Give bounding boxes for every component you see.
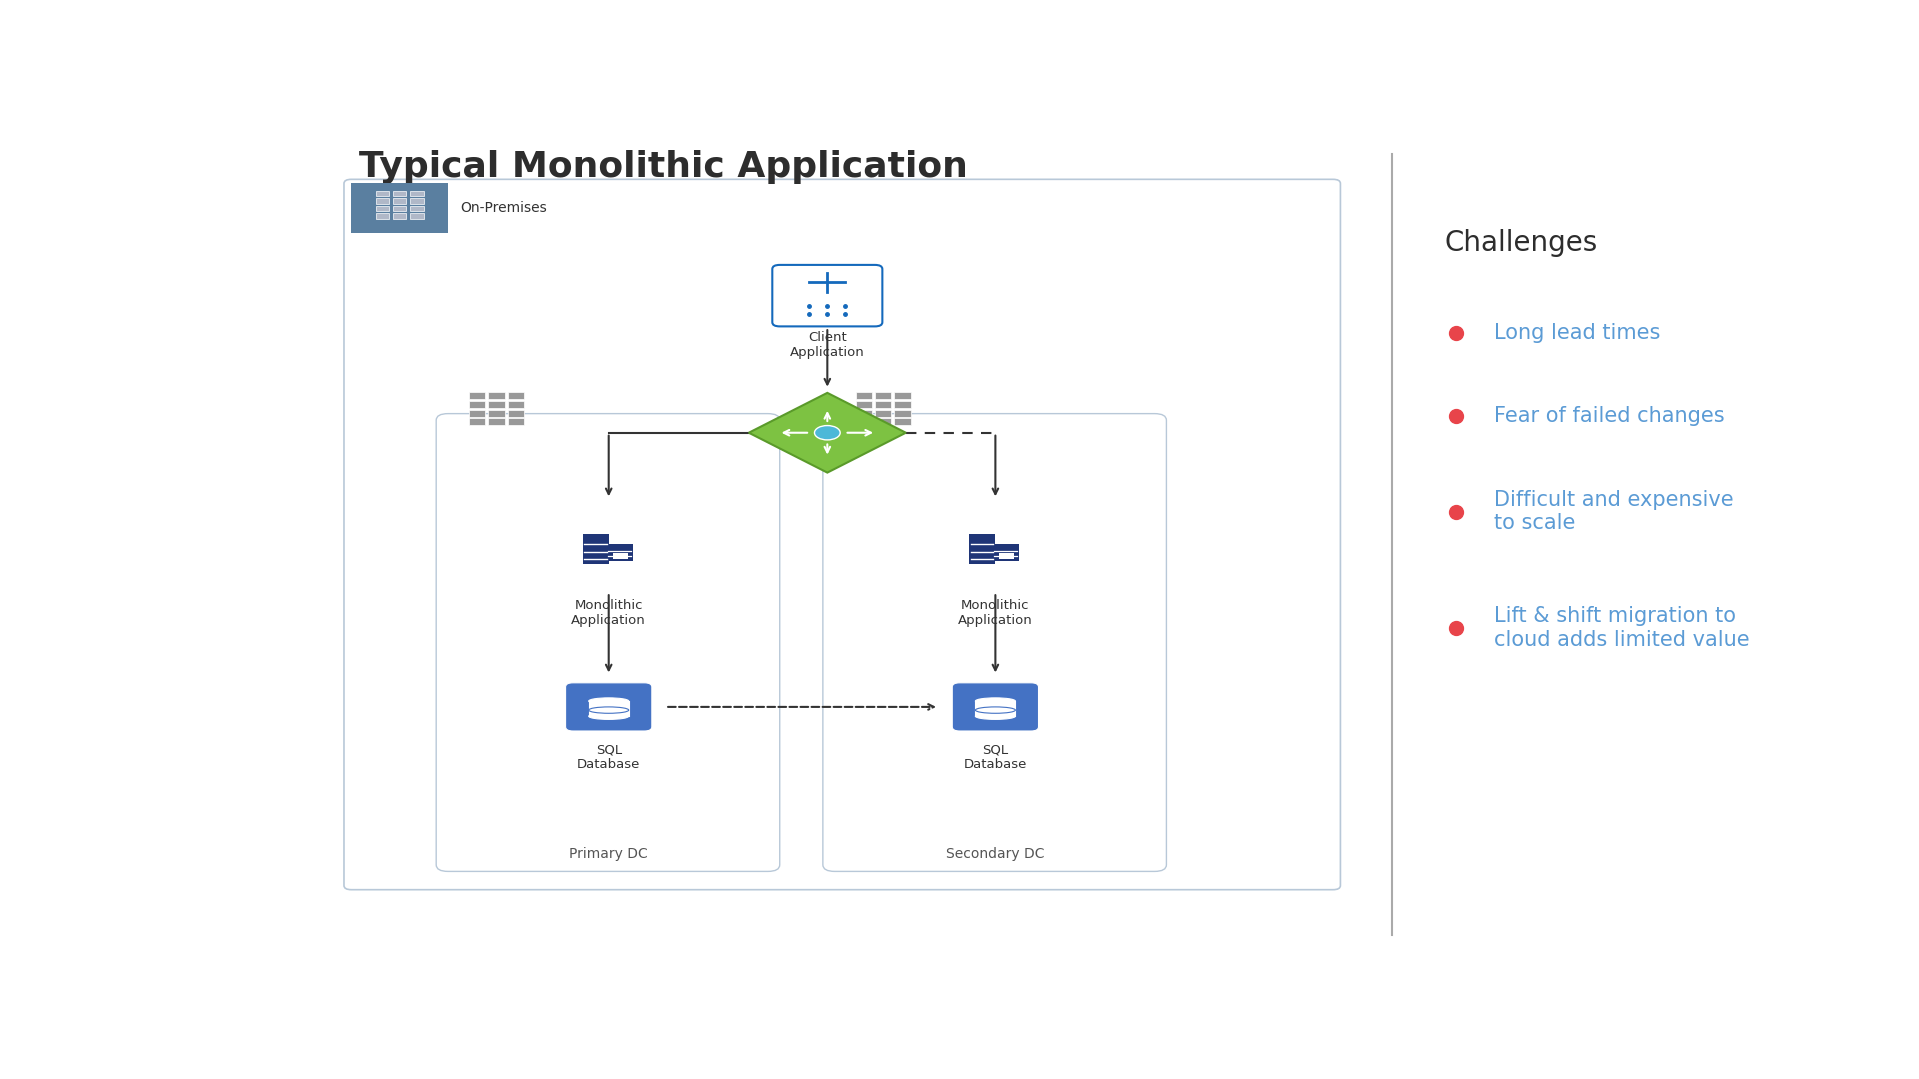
Text: On-Premises: On-Premises (461, 201, 547, 215)
FancyBboxPatch shape (894, 410, 912, 416)
Ellipse shape (975, 713, 1015, 720)
Text: Monolithic
Application: Monolithic Application (572, 599, 647, 627)
FancyBboxPatch shape (376, 214, 390, 219)
FancyBboxPatch shape (344, 179, 1339, 890)
FancyBboxPatch shape (975, 701, 1015, 716)
FancyBboxPatch shape (566, 683, 652, 730)
FancyBboxPatch shape (507, 401, 524, 408)
FancyBboxPatch shape (875, 419, 890, 425)
FancyBboxPatch shape (487, 419, 505, 425)
FancyBboxPatch shape (856, 410, 871, 416)
FancyBboxPatch shape (436, 413, 779, 872)
FancyBboxPatch shape (969, 534, 996, 563)
FancyBboxPatch shape (992, 544, 1019, 561)
Text: Lift & shift migration to
cloud adds limited value: Lift & shift migration to cloud adds lim… (1493, 606, 1750, 650)
FancyBboxPatch shape (468, 410, 486, 416)
FancyBboxPatch shape (583, 534, 608, 563)
FancyBboxPatch shape (487, 410, 505, 416)
FancyBboxPatch shape (487, 393, 505, 399)
Text: Challenges: Challenges (1445, 229, 1599, 257)
FancyBboxPatch shape (612, 554, 628, 559)
FancyBboxPatch shape (393, 199, 407, 204)
FancyBboxPatch shape (589, 701, 629, 716)
FancyBboxPatch shape (393, 214, 407, 219)
FancyBboxPatch shape (468, 401, 486, 408)
Text: Fear of failed changes: Fear of failed changes (1493, 406, 1725, 426)
Polygon shape (748, 393, 906, 473)
FancyBboxPatch shape (376, 191, 390, 196)
Text: SQL
Database: SQL Database (578, 743, 641, 771)
Text: Long lead times: Long lead times (1493, 323, 1660, 343)
Text: SQL
Database: SQL Database (963, 743, 1027, 771)
FancyBboxPatch shape (507, 393, 524, 399)
FancyBboxPatch shape (952, 683, 1038, 730)
Circle shape (814, 425, 841, 440)
Text: Monolithic
Application: Monolithic Application (958, 599, 1032, 627)
Text: Typical Monolithic Application: Typical Monolithic Application (359, 150, 967, 185)
Ellipse shape (589, 698, 629, 705)
Text: Primary DC: Primary DC (570, 847, 649, 861)
FancyBboxPatch shape (393, 206, 407, 211)
FancyBboxPatch shape (894, 401, 912, 408)
FancyBboxPatch shape (376, 206, 390, 211)
FancyBboxPatch shape (411, 191, 424, 196)
FancyBboxPatch shape (875, 410, 890, 416)
FancyBboxPatch shape (1000, 554, 1015, 559)
FancyBboxPatch shape (376, 199, 390, 204)
FancyBboxPatch shape (507, 410, 524, 416)
Ellipse shape (589, 713, 629, 720)
FancyBboxPatch shape (507, 419, 524, 425)
Text: Client
Application: Client Application (791, 330, 865, 358)
FancyBboxPatch shape (411, 206, 424, 211)
Text: Difficult and expensive
to scale: Difficult and expensive to scale (1493, 490, 1733, 533)
FancyBboxPatch shape (487, 401, 505, 408)
FancyBboxPatch shape (856, 393, 871, 399)
FancyBboxPatch shape (875, 393, 890, 399)
FancyBboxPatch shape (875, 401, 890, 408)
FancyBboxPatch shape (393, 191, 407, 196)
FancyBboxPatch shape (894, 393, 912, 399)
FancyBboxPatch shape (606, 544, 633, 561)
Text: Secondary DC: Secondary DC (946, 847, 1044, 861)
Ellipse shape (975, 698, 1015, 705)
FancyBboxPatch shape (351, 183, 449, 233)
FancyBboxPatch shape (856, 401, 871, 408)
FancyBboxPatch shape (771, 265, 883, 326)
FancyBboxPatch shape (823, 413, 1167, 872)
FancyBboxPatch shape (856, 419, 871, 425)
FancyBboxPatch shape (468, 419, 486, 425)
FancyBboxPatch shape (894, 419, 912, 425)
FancyBboxPatch shape (411, 214, 424, 219)
FancyBboxPatch shape (468, 393, 486, 399)
FancyBboxPatch shape (411, 199, 424, 204)
